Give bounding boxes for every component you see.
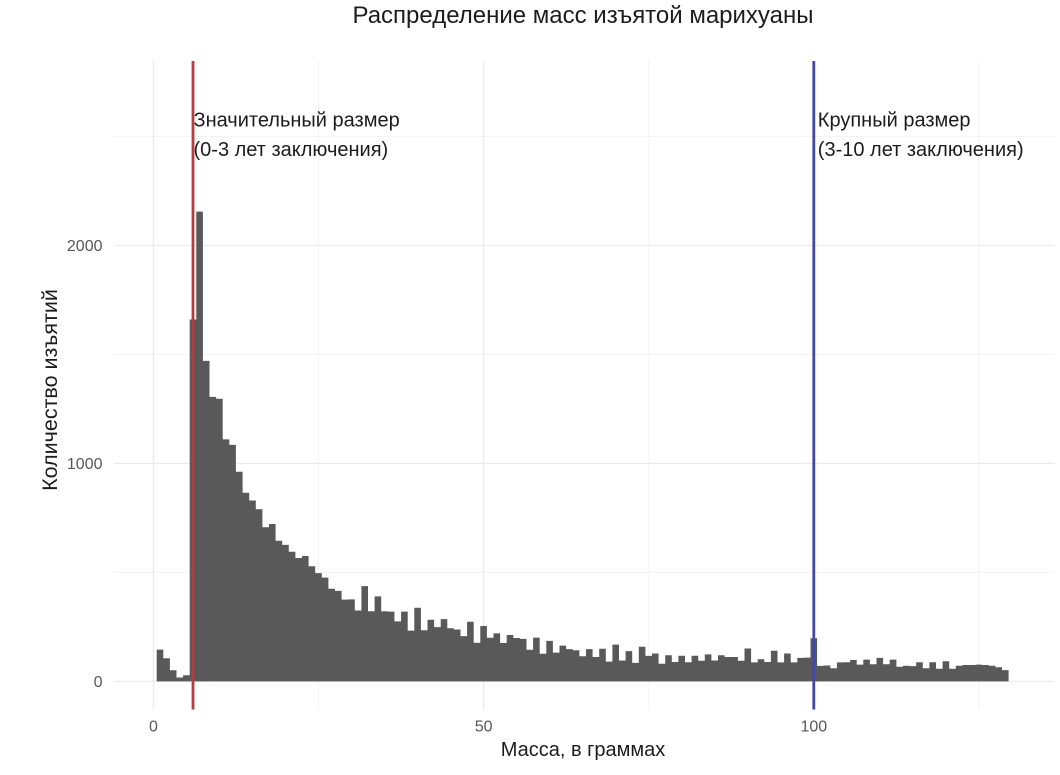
svg-text:(3-10 лет заключения): (3-10 лет заключения) bbox=[818, 139, 1024, 161]
svg-text:(0-3 лет заключения): (0-3 лет заключения) bbox=[194, 139, 389, 161]
svg-text:Распределение масс изъятой мар: Распределение масс изъятой марихуаны bbox=[352, 2, 813, 29]
svg-text:Значительный размер: Значительный размер bbox=[194, 109, 400, 131]
svg-text:0: 0 bbox=[94, 674, 103, 691]
svg-text:50: 50 bbox=[475, 719, 493, 736]
svg-text:Крупный размер: Крупный размер bbox=[818, 109, 971, 131]
svg-text:100: 100 bbox=[800, 719, 827, 736]
svg-text:0: 0 bbox=[149, 719, 158, 736]
svg-text:1000: 1000 bbox=[67, 456, 103, 473]
svg-text:Масса, в граммах: Масса, в граммах bbox=[501, 739, 666, 761]
svg-text:2000: 2000 bbox=[67, 238, 103, 255]
svg-text:Количество изъятий: Количество изъятий bbox=[38, 289, 62, 491]
